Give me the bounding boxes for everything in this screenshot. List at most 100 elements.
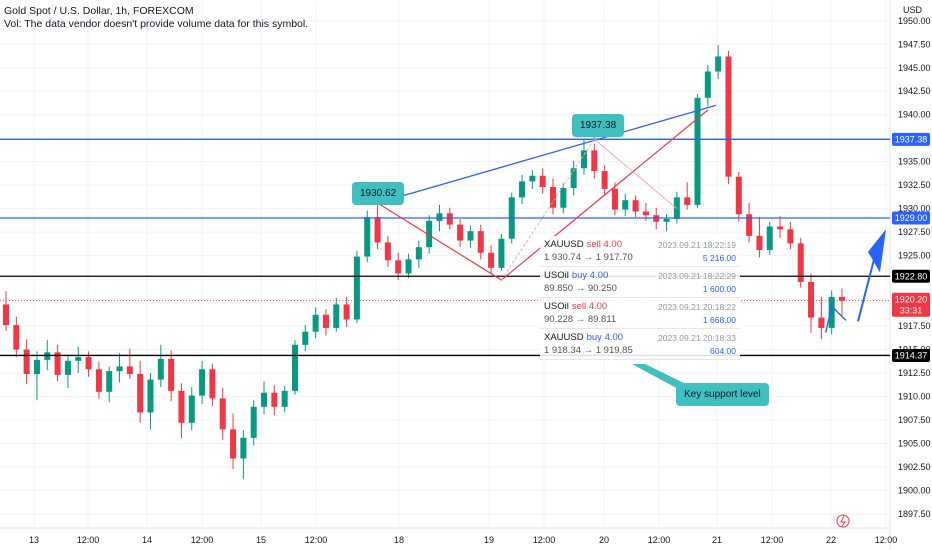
candle — [704, 64, 711, 107]
x-tick-label: 19 — [484, 535, 494, 545]
candle — [560, 183, 567, 214]
callout-high-1-text: 1930.62 — [360, 188, 397, 199]
y-tick-label: 1935.00 — [898, 157, 931, 167]
trade-prices: 1 930.74 → 1 917.70 — [544, 252, 633, 263]
candle-body — [95, 369, 102, 392]
trade-amount: 1 600.00 — [702, 284, 736, 294]
candle-body — [529, 175, 536, 182]
candle-body — [746, 214, 753, 236]
candle — [580, 139, 587, 175]
candle — [488, 245, 495, 274]
candle — [261, 381, 268, 415]
blue-resistance-tag-label: 1937.38 — [895, 134, 928, 144]
trade-row[interactable]: XAUUSD buy 4.00 2023.09.21 20:18:33 1 918… — [540, 329, 740, 360]
candle-body — [364, 217, 371, 257]
candle-body — [818, 317, 825, 328]
candle — [75, 346, 82, 374]
x-tick-label: 13 — [29, 535, 39, 545]
candle-body — [333, 304, 340, 328]
x-tick-label: 20 — [599, 535, 609, 545]
candle-body — [642, 211, 649, 216]
flash-icon-ring — [836, 514, 850, 528]
candle — [550, 178, 557, 215]
candle — [529, 170, 536, 189]
candle — [622, 193, 629, 217]
candle — [240, 430, 247, 480]
candle-body — [64, 360, 71, 375]
levels — [0, 138, 890, 357]
trade-time: 2023.09.21 20:18:33 — [658, 333, 736, 343]
candle — [219, 388, 226, 440]
callout-high-1: 1930.62 — [352, 182, 405, 205]
candle — [591, 143, 598, 179]
candle — [787, 221, 794, 250]
symbol-title[interactable]: Gold Spot / U.S. Dollar, 1h, FOREXCOM — [4, 5, 194, 17]
candle — [291, 340, 298, 395]
blue-projection — [824, 304, 847, 333]
x-tick-label: 12:00 — [77, 535, 100, 545]
candle-body — [126, 366, 133, 374]
candle-body — [54, 352, 61, 375]
candle — [54, 344, 61, 382]
candle — [735, 172, 742, 222]
y-tick-label: 1905.00 — [898, 438, 931, 448]
current-price-label: 1920.20 — [895, 295, 928, 305]
countdown-label: 33:31 — [900, 306, 923, 316]
candle — [539, 168, 546, 194]
candle-body — [580, 150, 587, 169]
candle-body — [808, 281, 815, 318]
candle — [23, 339, 30, 385]
candle — [281, 386, 288, 413]
candle — [797, 237, 804, 288]
candle — [467, 225, 474, 249]
y-tick-label: 1950.00 — [898, 16, 931, 26]
candle-body — [560, 187, 567, 208]
candle — [322, 309, 329, 336]
trade-panel: XAUUSD sell 4.00 2023.09.21 18:22:19 1 93… — [540, 236, 740, 360]
candle-body — [477, 231, 484, 253]
trade-row[interactable]: XAUUSD sell 4.00 2023.09.21 18:22:19 1 93… — [540, 236, 740, 267]
y-tick-label: 1907.50 — [898, 415, 931, 425]
candle — [95, 361, 102, 399]
candle — [808, 273, 815, 333]
y-tick-label: 1912.50 — [898, 368, 931, 378]
trade-row[interactable]: USOil buy 4.00 2023.09.21 18:22:29 89.850… — [540, 267, 740, 298]
volume-note: Vol: The data vendor doesn't provide vol… — [4, 18, 309, 30]
candle — [343, 296, 350, 327]
candle-body — [828, 296, 835, 328]
trade-prices: 90.228 → 89.811 — [544, 314, 617, 325]
trade-row[interactable]: USOil sell 4.00 2023.09.21 20:18:22 90.22… — [540, 298, 740, 329]
candle-body — [591, 150, 598, 172]
candle — [374, 203, 381, 250]
black-level-1-tag — [892, 269, 930, 283]
candle-body — [611, 188, 618, 210]
y-tick-label: 1925.00 — [898, 251, 931, 261]
y-tick-label: 1932.50 — [898, 180, 931, 190]
candle-body — [219, 398, 226, 430]
candle-body — [395, 260, 402, 274]
black-support-tag — [892, 348, 930, 362]
candle — [694, 94, 701, 208]
candle-body — [137, 373, 144, 413]
candle-body — [343, 304, 350, 320]
candle — [209, 363, 216, 406]
x-tick-label: 15 — [256, 535, 266, 545]
candle — [147, 373, 154, 430]
candle — [725, 50, 732, 185]
candle — [312, 307, 319, 339]
trade-side: buy 4.00 — [586, 332, 624, 343]
candle — [33, 351, 40, 401]
time-axis: 13 12:00 14 12:00 15 12:00 18 19 12:00 20 12:00 21 1… — [0, 527, 897, 545]
candle — [271, 385, 278, 416]
flash-icon-bolt — [840, 515, 846, 527]
candle-body — [384, 242, 391, 261]
candle-body — [426, 220, 433, 248]
y-tick-label: 1897.50 — [898, 509, 931, 519]
candle — [663, 214, 670, 232]
candle-body — [539, 175, 546, 188]
candle — [178, 383, 185, 438]
